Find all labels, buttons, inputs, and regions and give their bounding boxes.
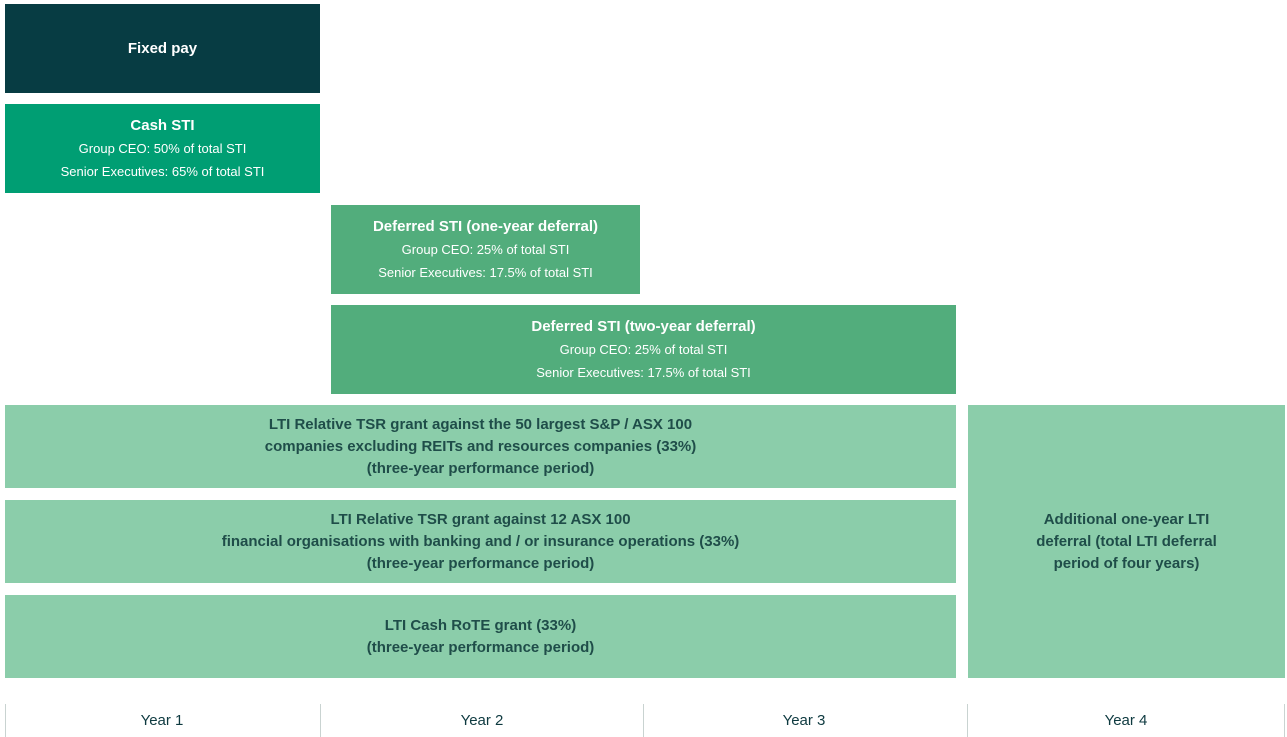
timeline-divider-year-2 [320,704,321,737]
cash-sti-executives: Senior Executives: 65% of total STI [60,163,265,179]
lti-cash-rote-line-2: (three-year performance period) [366,638,595,656]
lti-tsr-financial-line-2: financial organisations with banking and… [221,532,740,550]
cash-sti-title: Cash STI [130,116,195,134]
deferred-sti-two-year-title: Deferred STI (two-year deferral) [531,317,756,335]
deferred-sti-one-year-executives: Senior Executives: 17.5% of total STI [378,264,593,280]
timeline-year-2: Year 2 [460,712,504,729]
lti-tsr-sp-line-1: LTI Relative TSR grant against the 50 la… [268,415,693,433]
timeline-divider-end [1284,704,1285,737]
deferred-sti-two-year-box: Deferred STI (two-year deferral) Group C… [331,305,956,394]
deferred-sti-one-year-title: Deferred STI (one-year deferral) [372,217,599,235]
lti-tsr-sp-line-3: (three-year performance period) [366,459,595,477]
deferred-sti-one-year-box: Deferred STI (one-year deferral) Group C… [331,205,640,294]
lti-cash-rote-line-1: LTI Cash RoTE grant (33%) [384,616,577,634]
lti-tsr-financial-line-3: (three-year performance period) [366,554,595,572]
lti-additional-line-2: deferral (total LTI deferral [1036,532,1217,550]
cash-sti-box: Cash STI Group CEO: 50% of total STI Sen… [5,104,320,193]
fixed-pay-title: Fixed pay [127,39,198,57]
fixed-pay-box: Fixed pay [5,4,320,93]
timeline-year-1: Year 1 [140,712,184,729]
lti-tsr-sp-box: LTI Relative TSR grant against the 50 la… [5,405,956,488]
timeline-divider-year-3 [643,704,644,737]
timeline-year-4: Year 4 [1104,712,1148,729]
lti-tsr-financial-box: LTI Relative TSR grant against 12 ASX 10… [5,500,956,583]
timeline-divider-year-4 [967,704,968,737]
timeline-year-3: Year 3 [782,712,826,729]
cash-sti-ceo: Group CEO: 50% of total STI [78,140,247,156]
lti-tsr-financial-line-1: LTI Relative TSR grant against 12 ASX 10… [330,510,631,528]
deferred-sti-two-year-executives: Senior Executives: 17.5% of total STI [536,364,751,380]
timeline-divider-start [5,704,6,737]
lti-cash-rote-box: LTI Cash RoTE grant (33%) (three-year pe… [5,595,956,678]
deferred-sti-two-year-ceo: Group CEO: 25% of total STI [559,341,728,357]
deferred-sti-one-year-ceo: Group CEO: 25% of total STI [401,241,570,257]
lti-additional-deferral-box: Additional one-year LTI deferral (total … [968,405,1285,678]
lti-tsr-sp-line-2: companies excluding REITs and resources … [264,437,697,455]
lti-additional-line-1: Additional one-year LTI [1043,510,1210,528]
lti-additional-line-3: period of four years) [1053,554,1200,572]
